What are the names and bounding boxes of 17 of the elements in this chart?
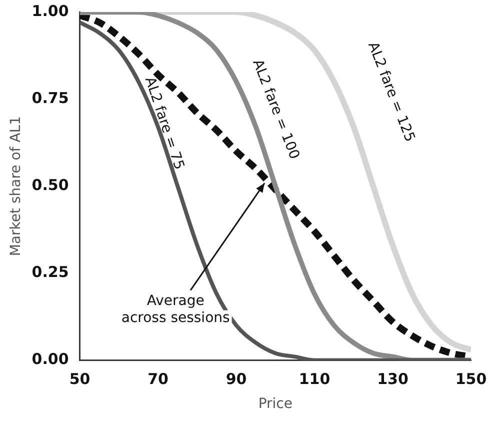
y-tick-label: 1.00 (32, 2, 69, 20)
text: AL2 fare = 100 (249, 57, 302, 162)
x-tick-label: 130 (377, 370, 408, 388)
x-axis-title: Price (258, 396, 292, 412)
x-tick-label: 90 (226, 370, 247, 388)
x-tick-label: 110 (298, 370, 330, 388)
text: AL2 fare = 125 (364, 40, 418, 144)
text: AL2 fare = 75 (141, 74, 188, 172)
annotation: Average across sessions (121, 292, 230, 326)
y-tick-label: 0.25 (32, 263, 69, 282)
y-axis-title: Market share of AL1 (8, 116, 24, 256)
y-tick-label: 0.75 (32, 88, 69, 107)
x-tick-label: 50 (69, 370, 90, 388)
x-tick-label: 70 (148, 370, 168, 388)
y-tick-label: 0.00 (32, 350, 69, 368)
x-tick-label: 150 (455, 370, 487, 388)
y-tick-label: 0.50 (32, 176, 69, 194)
